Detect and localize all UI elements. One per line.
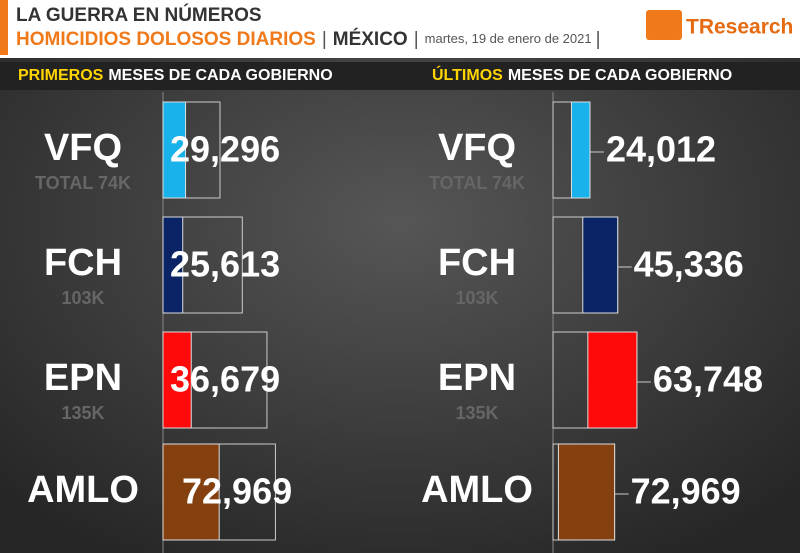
category-label: FCH — [438, 242, 516, 284]
panel-title: PRIMEROS MESES DE CADA GOBIERNO — [18, 67, 333, 84]
title-text: MESES DE CADA GOBIERNO — [508, 67, 732, 84]
category-label: AMLO — [27, 469, 139, 511]
value-label: 72,969 — [182, 471, 292, 512]
total-label: 135K — [61, 403, 104, 423]
title-text: MESES DE CADA GOBIERNO — [108, 67, 332, 84]
total-label: TOTAL 74K — [429, 173, 525, 193]
value-label: 72,969 — [631, 471, 741, 512]
total-label: 103K — [455, 288, 498, 308]
total-label: TOTAL 74K — [35, 173, 131, 193]
category-label: EPN — [44, 357, 122, 399]
value-label: 25,613 — [170, 244, 280, 285]
bar — [587, 331, 638, 429]
separator: | — [596, 29, 601, 50]
country: MÉXICO — [333, 28, 408, 50]
value-label: 63,748 — [653, 359, 763, 400]
bar — [570, 101, 591, 199]
bar — [557, 443, 616, 541]
category-label: FCH — [44, 242, 122, 284]
panel-title: ÚLTIMOS MESES DE CADA GOBIERNO — [432, 65, 732, 84]
total-label: 135K — [455, 403, 498, 423]
bar — [162, 216, 184, 314]
category-label: VFQ — [44, 127, 122, 169]
value-label: 45,336 — [634, 244, 744, 285]
value-label: 29,296 — [170, 129, 280, 170]
logo: TResearch — [686, 16, 793, 39]
title-highlight: PRIMEROS — [18, 67, 104, 84]
logo-icon — [646, 10, 682, 40]
value-label: 24,012 — [606, 129, 716, 170]
header-accent — [0, 0, 8, 55]
total-label: 103K — [61, 288, 104, 308]
date: martes, 19 de enero de 2021 — [425, 31, 592, 46]
title-highlight: ÚLTIMOS — [432, 65, 503, 84]
category-label: VFQ — [438, 127, 516, 169]
bar — [162, 331, 192, 429]
separator: | — [414, 29, 419, 50]
bar — [162, 101, 187, 199]
bar — [162, 443, 220, 541]
value-label: 36,679 — [170, 359, 280, 400]
category-label: EPN — [438, 357, 516, 399]
bar — [582, 216, 619, 314]
header-line1: LA GUERRA EN NÚMEROS — [16, 4, 262, 26]
separator: | — [322, 29, 327, 50]
subtitle-bar — [0, 62, 800, 90]
header-line2-text: HOMICIDIOS DOLOSOS DIARIOS — [16, 29, 316, 50]
header-line2: HOMICIDIOS DOLOSOS DIARIOS | MÉXICO | martes… — [16, 28, 601, 50]
category-label: AMLO — [421, 469, 533, 511]
